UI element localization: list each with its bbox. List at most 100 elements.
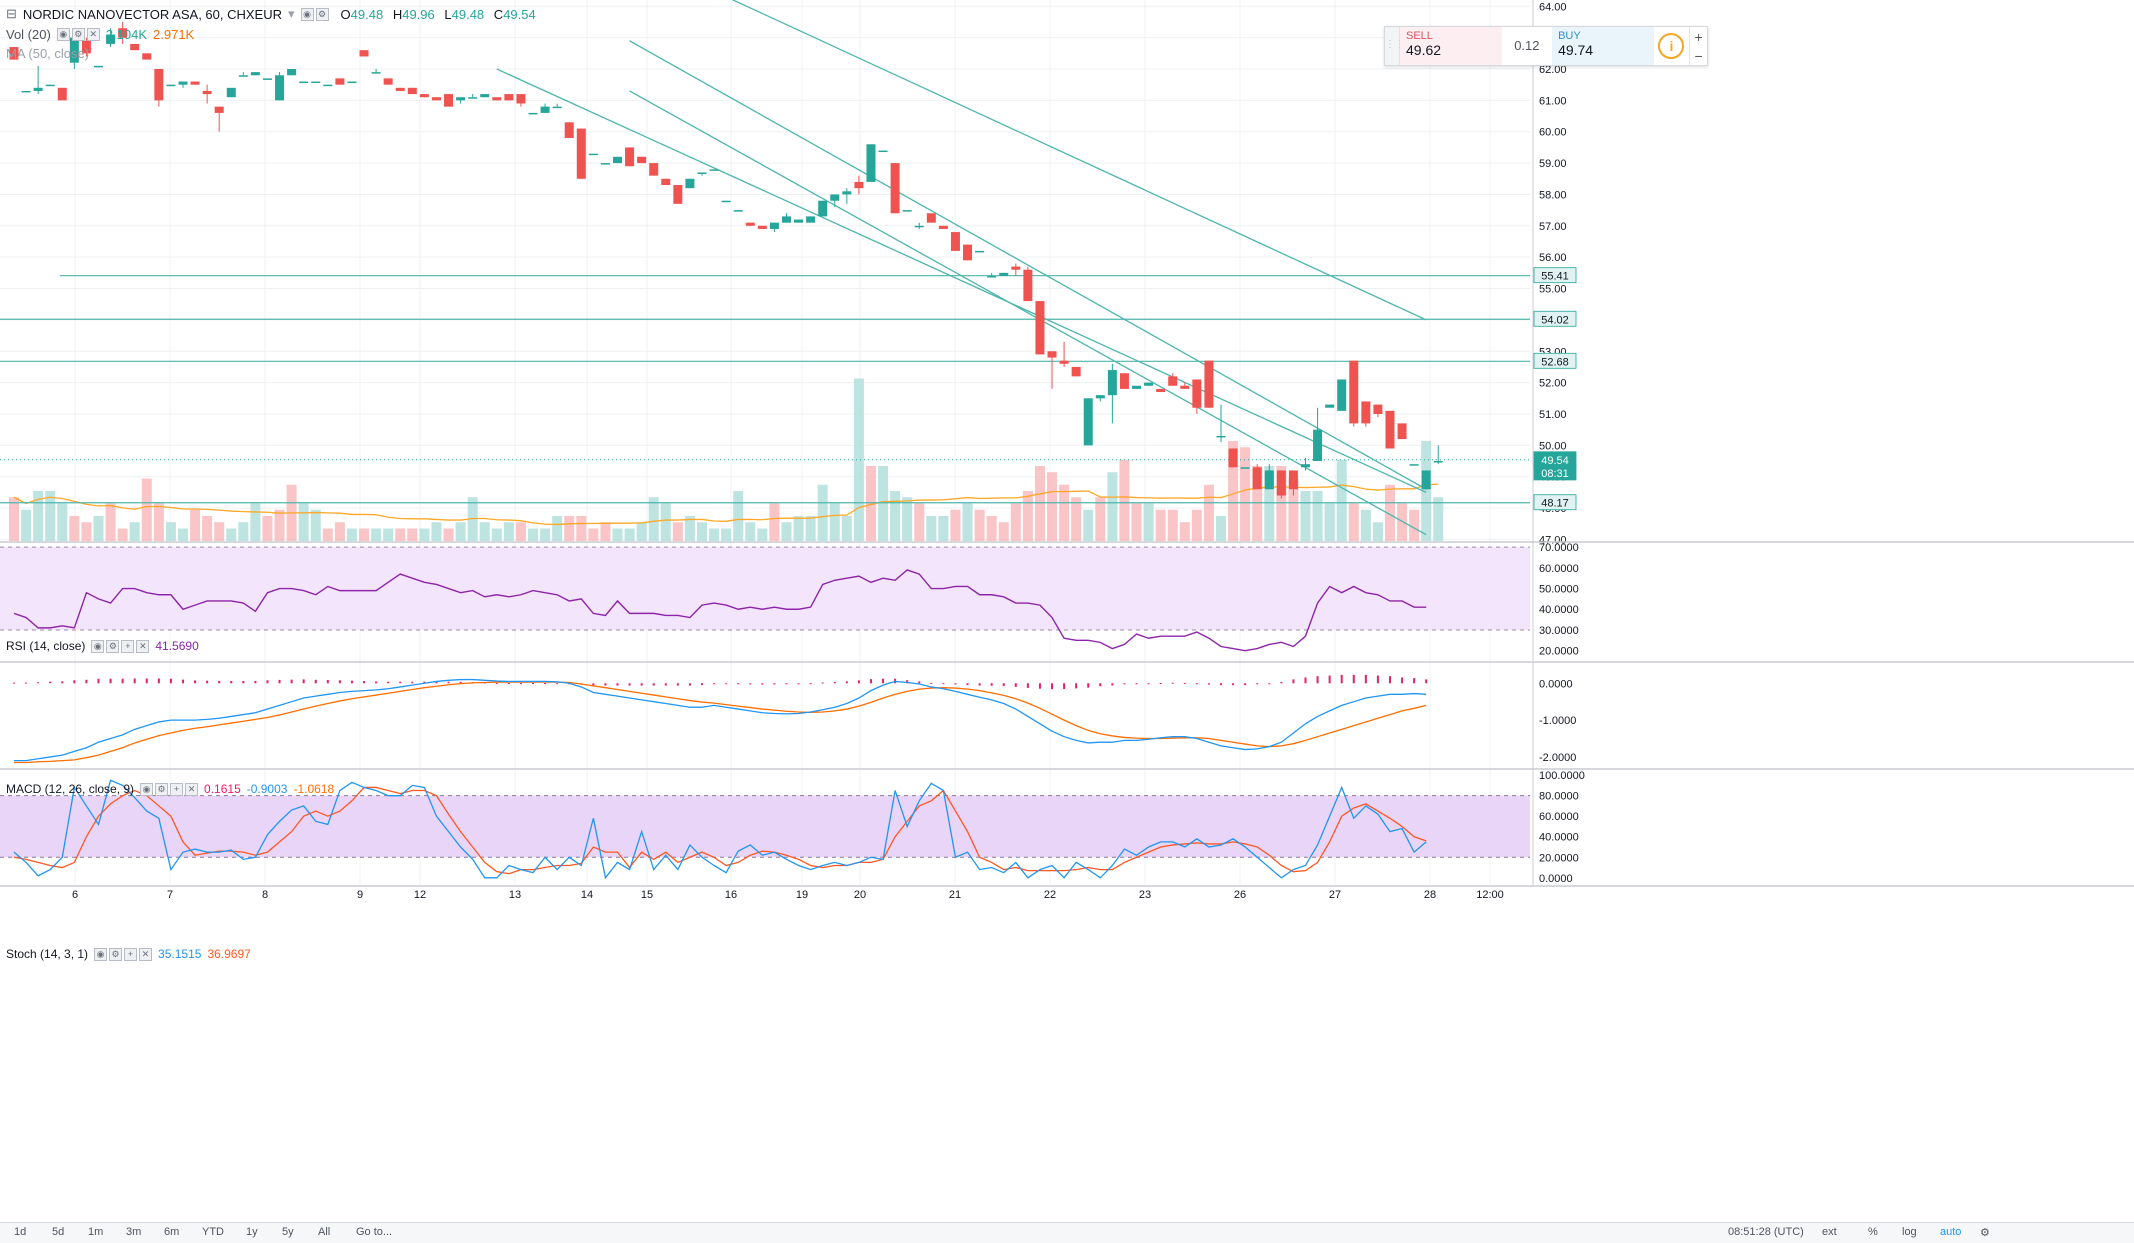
macd-histogram-bar xyxy=(1207,683,1210,685)
range-3m[interactable]: 3m xyxy=(126,1226,142,1238)
candle-body xyxy=(81,40,91,54)
ext-toggle[interactable]: ext xyxy=(1822,1226,1837,1238)
macd-histogram-bar xyxy=(1147,683,1150,685)
eye-icon: ◉ xyxy=(56,28,70,41)
price-tick-label: 56.00 xyxy=(1539,252,1567,264)
symbol-title[interactable]: NORDIC NANOVECTOR ASA, 60, CHXEUR xyxy=(22,6,282,22)
stoch-label[interactable]: Stoch (14, 3, 1) xyxy=(6,947,89,961)
candle-body xyxy=(130,43,140,51)
macd-histogram-bar xyxy=(1401,677,1404,684)
macd-histogram-bar xyxy=(218,680,221,684)
ma-label[interactable]: MA (50, close) xyxy=(6,46,90,61)
volume-bar xyxy=(491,528,502,541)
gear-icon[interactable]: ⚙ xyxy=(1980,1227,1990,1239)
macd-histogram-bar xyxy=(1232,683,1235,686)
volume-bar xyxy=(986,516,997,541)
auto-toggle[interactable]: auto xyxy=(1940,1226,1962,1238)
info-button[interactable]: i xyxy=(1654,27,1689,65)
macd-histogram-bar xyxy=(399,681,402,684)
macd-histogram-bar xyxy=(290,679,293,684)
macd-histogram-bar xyxy=(737,683,740,685)
rsi-tick-label: 20.0000 xyxy=(1539,646,1579,658)
candle-body xyxy=(142,53,152,60)
volume-bar xyxy=(1372,522,1383,541)
macd-value: -0.9003 xyxy=(246,782,288,796)
range-5d[interactable]: 5d xyxy=(52,1226,65,1238)
legend-buttons[interactable]: ◉ ⚙ ✕ xyxy=(56,28,100,41)
legend-buttons[interactable]: ◉ ⚙ + ✕ xyxy=(140,782,199,796)
price-tick-label: 58.00 xyxy=(1539,189,1567,201)
candle-body xyxy=(226,87,236,98)
legend-buttons[interactable]: ◉ ⚙ xyxy=(300,7,329,21)
candle-body xyxy=(287,68,297,76)
candle-body xyxy=(480,94,490,98)
legend-buttons[interactable]: ◉ ⚙ + ✕ xyxy=(94,947,153,961)
candle-body xyxy=(202,90,212,95)
x-tick-label: 13 xyxy=(509,889,521,901)
candle-body xyxy=(1168,376,1178,386)
x-tick-label: 14 xyxy=(581,889,593,901)
stoch-tick-label: 80.0000 xyxy=(1539,791,1579,803)
volume-bar xyxy=(443,528,454,541)
volume-bar xyxy=(600,522,611,541)
volume-label[interactable]: Vol (20) xyxy=(6,27,51,42)
macd-histogram-bar xyxy=(1135,683,1138,685)
channel-lines xyxy=(496,0,1427,536)
volume-bar xyxy=(407,528,418,541)
macd-histogram-bar xyxy=(73,680,76,684)
decrease-quantity-button[interactable]: − xyxy=(1694,47,1703,64)
macd-histogram-bar xyxy=(1195,683,1198,685)
range-1d[interactable]: 1d xyxy=(14,1226,27,1238)
candle-body xyxy=(154,68,164,101)
macd-histogram-bar xyxy=(797,683,800,685)
settings-icon: ⚙ xyxy=(109,947,123,961)
volume-bar xyxy=(153,503,164,541)
range-6m[interactable]: 6m xyxy=(164,1226,180,1238)
candle-body xyxy=(311,81,321,84)
x-tick-label: 27 xyxy=(1329,889,1341,901)
volume-bar xyxy=(684,516,695,541)
candle-body xyxy=(1313,429,1323,462)
x-tick-label: 12:00 xyxy=(1476,889,1504,901)
range-1m[interactable]: 1m xyxy=(88,1226,104,1238)
macd-label[interactable]: MACD (12, 26, close, 9) xyxy=(6,782,135,796)
macd-histogram-bar xyxy=(785,683,788,685)
macd-histogram-bar xyxy=(821,682,824,684)
settings-icon: ⚙ xyxy=(106,639,120,653)
close-icon: ✕ xyxy=(185,782,199,796)
range-ytd[interactable]: YTD xyxy=(202,1226,224,1238)
macd-histogram-bar xyxy=(1099,683,1102,687)
volume-bar xyxy=(177,528,188,541)
macd-histogram-bar xyxy=(350,680,353,684)
sell-button[interactable]: SELL 49.62 xyxy=(1400,27,1502,65)
range-1y[interactable]: 1y xyxy=(246,1226,258,1238)
buy-button[interactable]: BUY 49.74 xyxy=(1552,27,1654,65)
volume-bar xyxy=(141,478,152,541)
legend-buttons[interactable]: ◉ ⚙ + ✕ xyxy=(91,639,150,653)
percent-toggle[interactable]: % xyxy=(1868,1226,1878,1238)
drag-handle-icon[interactable]: ⋮⋮ xyxy=(1385,27,1405,65)
candle-body xyxy=(1385,410,1395,449)
candle-body xyxy=(1397,423,1407,440)
settings-icon: ⚙ xyxy=(315,7,329,21)
increase-quantity-button[interactable]: + xyxy=(1694,28,1703,45)
rsi-label[interactable]: RSI (14, close) xyxy=(6,639,86,653)
candle-body xyxy=(637,156,647,164)
collapse-icon[interactable]: ⊟ xyxy=(6,6,17,21)
chevron-down-icon[interactable]: ▾ xyxy=(288,6,295,21)
candle-body xyxy=(540,106,550,113)
macd-histogram-bar xyxy=(1425,679,1428,684)
go-to-button[interactable]: Go to... xyxy=(356,1226,393,1238)
macd-histogram-bar xyxy=(1244,683,1247,686)
log-toggle[interactable]: log xyxy=(1902,1226,1917,1238)
price-tag xyxy=(1533,464,1577,481)
macd-histogram-bar xyxy=(713,683,716,685)
range-all[interactable]: All xyxy=(318,1226,331,1238)
candle-body xyxy=(444,94,454,107)
candle-body xyxy=(299,81,309,84)
candle-body xyxy=(1409,464,1419,466)
range-5y[interactable]: 5y xyxy=(282,1226,294,1238)
macd-histogram-bar xyxy=(25,682,28,684)
volume-bar xyxy=(250,503,261,541)
